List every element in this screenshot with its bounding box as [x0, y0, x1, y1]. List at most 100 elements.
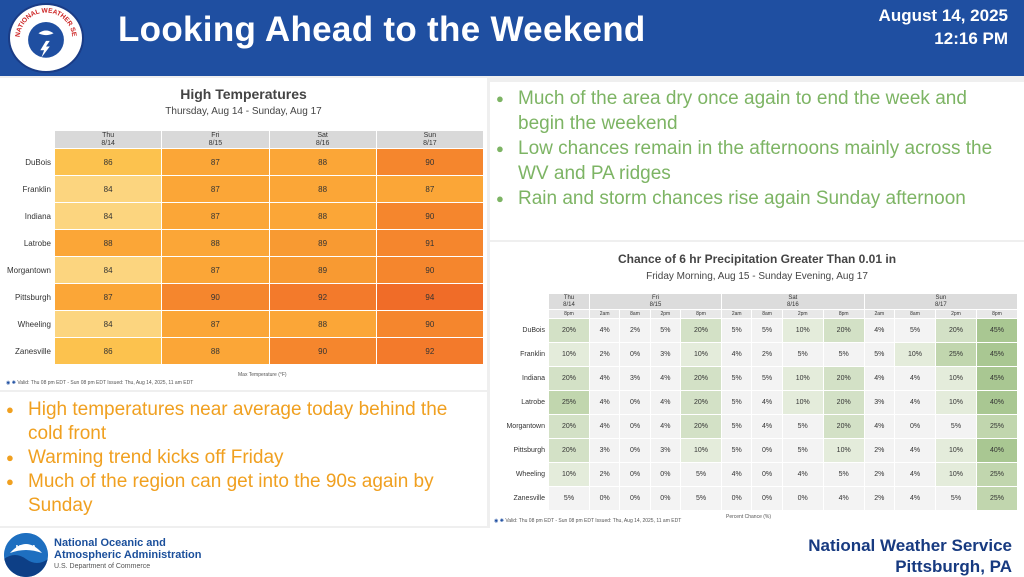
precip-cell: 0% [751, 438, 783, 463]
temp-cell: 91 [375, 229, 485, 257]
precip-axis-note: Percent Chance (%) [726, 514, 772, 520]
precip-bullets-panel: Much of the area dry once again to end t… [490, 82, 1024, 240]
temp-cell: 92 [268, 283, 377, 311]
day-date: 8/15 [208, 139, 223, 147]
precip-cell: 5% [822, 342, 865, 367]
high-temp-title: High Temperatures [180, 86, 307, 102]
precip-cell: 25% [935, 342, 977, 367]
precip-cell: 5% [721, 318, 753, 343]
day-date: 8/17 [934, 301, 947, 308]
issue-datetime: August 14, 2025 12:16 PM [879, 4, 1008, 50]
precip-cell: 25% [975, 462, 1019, 487]
temp-cell: 90 [375, 148, 485, 176]
precip-cell: 20% [548, 438, 590, 463]
city-label: Franklin [494, 342, 549, 367]
precip-cell: 40% [975, 438, 1019, 463]
day-name: Sat [317, 131, 328, 139]
precip-cell: 0% [781, 486, 824, 511]
precip-cell: 2% [619, 318, 651, 343]
bullet-item: High temperatures near average today beh… [0, 398, 477, 446]
time-header: 8am [894, 309, 936, 319]
precip-cell: 4% [894, 366, 936, 391]
noaa-logo-lettering: NOAA [16, 545, 37, 552]
precip-cell: 5% [781, 342, 824, 367]
table-row: Wheeling 10% 2% 0% 0% 5% 4% 0% 4% 5% 2% 4% 10% 25% [494, 462, 1019, 487]
precip-cell: 4% [781, 462, 824, 487]
precip-cell: 10% [822, 438, 865, 463]
nws-logo-icon: NATIONAL WEATHER SERVICE [8, 3, 84, 73]
office-name-line1: National Weather Service [808, 536, 1012, 555]
precip-cell: 20% [935, 318, 977, 343]
temp-cell: 87 [161, 202, 270, 230]
day-header: Fri 8/15 [161, 130, 270, 149]
precip-cell: 10% [548, 462, 590, 487]
precip-cell: 5% [781, 414, 824, 439]
precip-cell: 2% [588, 342, 621, 367]
table-row: Franklin 10% 2% 0% 3% 10% 4% 2% 5% 5% 5% 10% 25% 45% [494, 342, 1019, 367]
day-header: Sat 8/16 [721, 293, 865, 310]
precip-cell: 0% [721, 486, 753, 511]
high-temp-footnote: ◉ ✺ Valid: Thu 08 pm EDT - Sun 08 pm EDT… [6, 380, 194, 386]
precip-cell: 20% [548, 366, 590, 391]
precip-cell: 5% [721, 390, 753, 415]
table-row: DuBois 20% 4% 2% 5% 20% 5% 5% 10% 20% 4% 5% 20% 45% [494, 318, 1019, 343]
day-name: Fri [651, 294, 659, 301]
table-row: Latrobe 88 88 89 91 [4, 229, 485, 257]
precip-cell: 5% [935, 486, 977, 511]
precip-cell: 10% [935, 462, 977, 487]
high-temp-axis-note: Max Temperature (°F) [238, 372, 287, 378]
temp-cell: 92 [375, 337, 485, 365]
temp-cell: 90 [375, 310, 485, 338]
precip-cell: 5% [721, 366, 753, 391]
precip-cell: 5% [649, 318, 682, 343]
city-label: Franklin [4, 175, 55, 203]
temp-cell: 87 [375, 175, 485, 203]
temp-cell: 89 [268, 256, 377, 284]
precip-cell: 4% [649, 366, 682, 391]
noaa-department: U.S. Department of Commerce [54, 563, 151, 570]
temp-cell: 84 [53, 256, 163, 284]
precip-cell: 4% [822, 486, 865, 511]
temp-cell: 87 [161, 175, 270, 203]
precip-cell: 5% [781, 438, 824, 463]
time-header: 2pm [649, 309, 682, 319]
day-name: Sun [935, 294, 947, 301]
precip-cell: 45% [975, 318, 1019, 343]
precip-cell: 25% [975, 414, 1019, 439]
precip-cell: 5% [721, 438, 753, 463]
bullet-item: Much of the area dry once again to end t… [490, 86, 1004, 136]
precip-cell: 10% [935, 438, 977, 463]
precip-cell: 5% [680, 486, 723, 511]
table-row: Wheeling 84 87 88 90 [4, 310, 485, 338]
day-header: Sat 8/16 [268, 130, 377, 149]
noaa-name-line1: National Oceanic and [54, 537, 166, 549]
office-name: National Weather Service Pittsburgh, PA [808, 535, 1012, 577]
high-temp-panel: High Temperatures Thursday, Aug 14 - Sun… [0, 78, 487, 390]
precip-cell: 10% [680, 342, 723, 367]
temp-bullet-list: High temperatures near average today beh… [0, 398, 477, 518]
precip-cell: 0% [588, 486, 621, 511]
office-name-line2: Pittsburgh, PA [895, 557, 1012, 576]
precip-cell: 10% [894, 342, 936, 367]
table-row: Morgantown 20% 4% 0% 4% 20% 5% 4% 5% 20% 4% 0% 5% 25% [494, 414, 1019, 439]
precip-title: Chance of 6 hr Precipitation Greater Tha… [617, 252, 897, 266]
noaa-name: National Oceanic and Atmospheric Adminis… [54, 537, 202, 561]
precip-footnote-text: Valid: Thu 08 pm EDT - Sun 08 pm EDT Iss… [505, 518, 682, 524]
time-header: 2am [588, 309, 621, 319]
precip-cell: 0% [751, 462, 783, 487]
precip-cell: 20% [680, 414, 723, 439]
precip-cell: 5% [935, 414, 977, 439]
precip-cell: 2% [863, 486, 896, 511]
city-label: Indiana [494, 366, 549, 391]
temp-cell: 87 [53, 283, 163, 311]
day-name: Fri [211, 131, 220, 139]
precip-cell: 5% [863, 342, 896, 367]
time-header: 8pm [975, 309, 1019, 319]
day-date: 8/16 [787, 301, 799, 308]
precip-cell: 4% [649, 414, 682, 439]
temp-cell: 84 [53, 310, 163, 338]
precip-cell: 20% [680, 390, 723, 415]
temp-cell: 88 [161, 229, 270, 257]
precip-cell: 3% [588, 438, 621, 463]
time-header: 2am [721, 309, 753, 319]
